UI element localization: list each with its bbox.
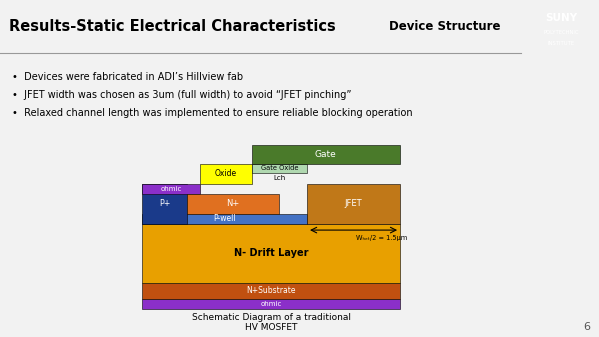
Text: Lch: Lch — [273, 175, 286, 181]
Bar — [252, 163, 307, 173]
Text: P-well: P-well — [213, 214, 236, 223]
Text: •  JFET width was chosen as 3um (full width) to avoid “JFET pinching”: • JFET width was chosen as 3um (full wid… — [12, 90, 352, 100]
Text: Oxide: Oxide — [215, 169, 237, 178]
Text: N+: N+ — [226, 200, 240, 208]
Bar — [142, 224, 400, 282]
Text: INSTITUTE: INSTITUTE — [548, 41, 575, 46]
Text: Results-Static Electrical Characteristics: Results-Static Electrical Characteristic… — [9, 19, 335, 34]
Text: Gate: Gate — [315, 150, 337, 159]
Text: ohmic: ohmic — [161, 186, 181, 192]
Text: JFET: JFET — [345, 200, 362, 208]
Text: •  Devices were fabricated in ADI’s Hillview fab: • Devices were fabricated in ADI’s Hillv… — [12, 72, 243, 82]
Text: P+: P+ — [159, 200, 170, 208]
Bar — [187, 194, 279, 214]
Bar — [142, 184, 187, 224]
Text: Device Structure: Device Structure — [389, 20, 501, 33]
Text: POLYTECHNIC: POLYTECHNIC — [544, 30, 579, 35]
Text: ohmic: ohmic — [261, 301, 282, 307]
Bar — [142, 214, 307, 224]
Text: Gate Oxide: Gate Oxide — [261, 165, 298, 171]
Bar — [142, 282, 400, 299]
Text: SUNY: SUNY — [546, 13, 577, 23]
Bar — [252, 145, 400, 163]
Text: N- Drift Layer: N- Drift Layer — [234, 248, 308, 258]
Bar — [200, 163, 252, 184]
Text: 6: 6 — [583, 322, 590, 332]
Bar — [307, 184, 400, 224]
Text: Wₕₑₜ/2 = 1.5μm: Wₕₑₜ/2 = 1.5μm — [356, 235, 407, 241]
Text: Schematic Diagram of a traditional
HV MOSFET: Schematic Diagram of a traditional HV MO… — [192, 313, 350, 332]
Text: •  Relaxed channel length was implemented to ensure reliable blocking operation: • Relaxed channel length was implemented… — [12, 108, 413, 118]
Bar — [142, 299, 400, 309]
Text: N+Substrate: N+Substrate — [246, 286, 296, 295]
Bar — [142, 184, 200, 194]
